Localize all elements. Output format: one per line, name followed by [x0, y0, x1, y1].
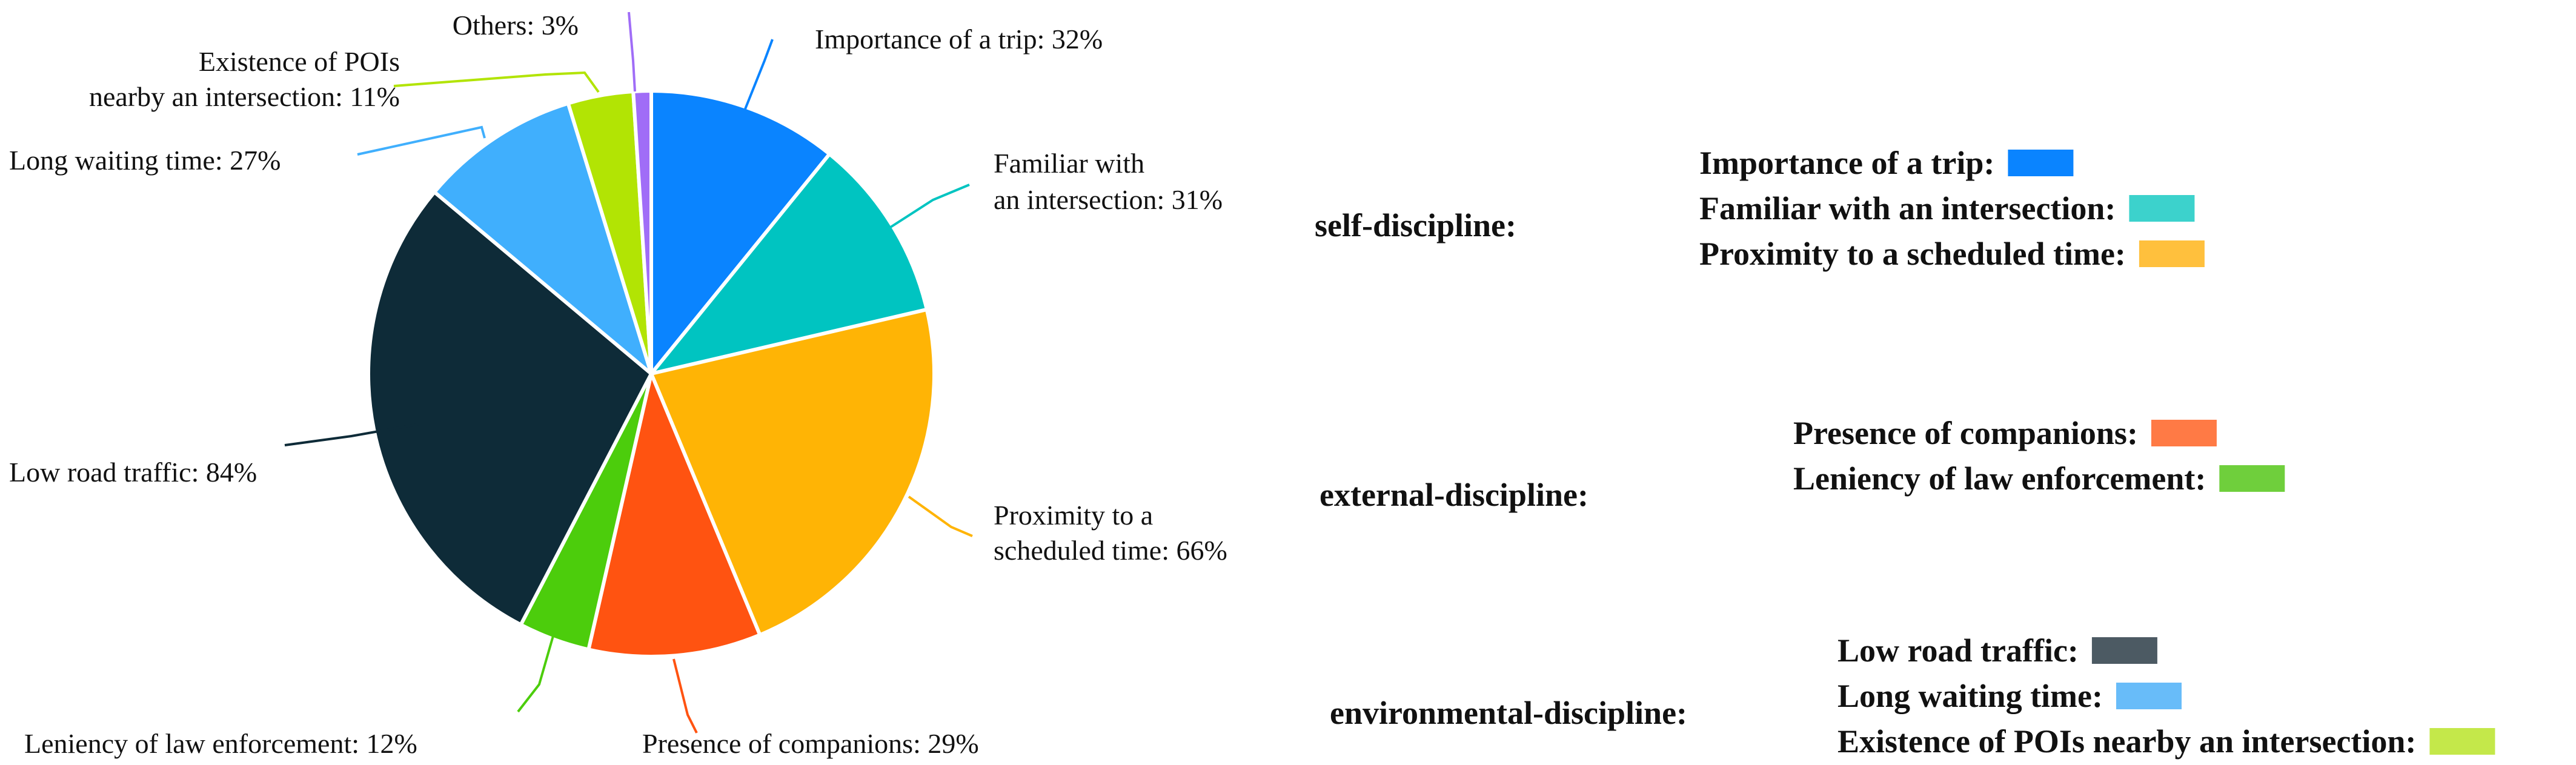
slice-label-line: Others: 3% — [453, 10, 579, 41]
leader-line-low-traffic — [284, 423, 420, 446]
legend: self-discipline: Importance of a trip: Fam… — [1315, 145, 2495, 760]
slice-label-proximity: Proximity to a scheduled time: 66% — [994, 500, 1227, 566]
leader-line-familiar — [889, 184, 970, 228]
leader-line-pois — [393, 71, 600, 93]
slice-label-companions: Presence of companions: 29% — [642, 728, 979, 759]
leader-line-importance — [744, 39, 774, 110]
legend-item-label: Leniency of law enforcement: — [1793, 460, 2206, 497]
legend-item-label: Long waiting time: — [1837, 678, 2103, 714]
slice-labels: Importance of a trip: 32% Familiar with an… — [9, 10, 1227, 759]
slice-label-others: Others: 3% — [453, 10, 579, 41]
legend-group: environmental-discipline: Low road traffi… — [1330, 632, 2495, 760]
slice-label-line: nearby an intersection: 11% — [89, 81, 400, 112]
slice-label-line: scheduled time: 66% — [994, 535, 1227, 566]
slice-label-line: Importance of a trip: 32% — [815, 24, 1103, 55]
slice-label-line: Proximity to a — [994, 500, 1153, 531]
legend-item-label: Importance of a trip: — [1699, 145, 1994, 181]
slice-label-leniency: Leniency of law enforcement: 12% — [24, 728, 417, 759]
legend-item-label: Familiar with an intersection: — [1699, 190, 2116, 227]
slice-label-long-waiting: Long waiting time: 27% — [9, 145, 281, 176]
legend-swatch — [2139, 240, 2205, 267]
leader-line-proximity — [908, 495, 973, 537]
leader-lines — [284, 12, 973, 734]
legend-group-title: external-discipline: — [1320, 477, 1588, 513]
pie-slice-familiar — [649, 152, 929, 376]
legend-swatch — [2008, 150, 2074, 176]
legend-item-label: Proximity to a scheduled time: — [1699, 236, 2126, 272]
pie-slice-long-waiting — [433, 101, 653, 376]
slice-label-line: an intersection: 31% — [994, 184, 1223, 215]
pie-slice-proximity — [649, 308, 936, 637]
slice-label-line: Low road traffic: 84% — [9, 457, 257, 488]
legend-swatch — [2129, 195, 2195, 222]
legend-swatch — [2116, 683, 2182, 709]
legend-item-label: Low road traffic: — [1837, 632, 2079, 669]
legend-swatch — [2091, 637, 2157, 664]
leader-line-others — [628, 12, 636, 92]
slice-label-familiar: Familiar with an intersection: 31% — [994, 148, 1223, 215]
pie-slice-low-traffic — [367, 190, 653, 627]
pie-slice-others — [631, 88, 653, 376]
slice-label-line: Presence of companions: 29% — [642, 728, 979, 759]
legend-group: self-discipline: Importance of a trip: Fam… — [1315, 145, 2205, 272]
legend-item-label: Presence of companions: — [1793, 415, 2138, 451]
legend-group-title: environmental-discipline: — [1330, 695, 1687, 731]
slice-label-line: Familiar with — [994, 148, 1144, 179]
legend-swatch — [2219, 465, 2285, 492]
slice-label-pois: Existence of POIs nearby an intersection:… — [89, 46, 400, 112]
pie-slice-companions — [586, 372, 762, 658]
slice-label-line: Existence of POIs — [199, 46, 400, 77]
legend-swatch — [2429, 728, 2495, 755]
slice-label-line: Leniency of law enforcement: 12% — [24, 728, 417, 759]
slice-label-low-traffic: Low road traffic: 84% — [9, 457, 257, 488]
legend-swatch — [2151, 420, 2217, 446]
legend-group-title: self-discipline: — [1315, 207, 1516, 243]
leader-line-companions — [672, 658, 698, 734]
slice-label-line: Long waiting time: 27% — [9, 145, 281, 176]
legend-item-label: Existence of POIs nearby an intersection… — [1837, 723, 2416, 760]
leader-line-leniency — [517, 635, 554, 713]
pie-slices — [367, 88, 936, 658]
leader-line-long-waiting — [357, 125, 486, 156]
slice-label-importance: Importance of a trip: 32% — [815, 24, 1103, 55]
legend-group: external-discipline: Presence of companio… — [1320, 415, 2285, 513]
